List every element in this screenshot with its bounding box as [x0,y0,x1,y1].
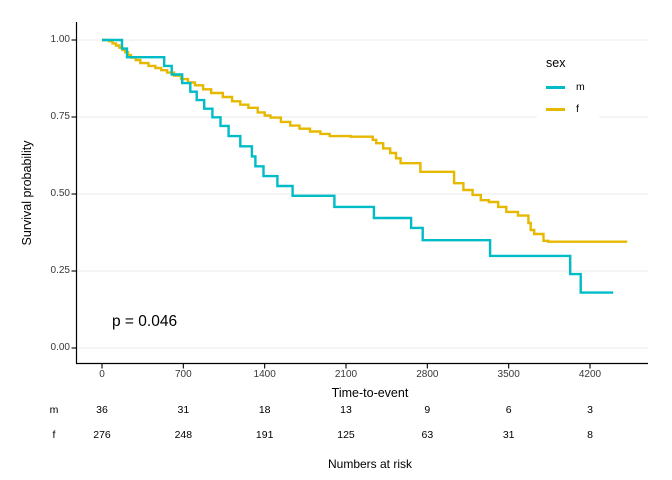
x-axis-title: Time-to-event [331,386,409,400]
risk-count-f-t3500: 31 [502,429,515,441]
legend-item-f: f [546,101,599,117]
risk-count-m-t0: 36 [96,404,108,416]
y-tick-label-1.00: 1.00 [50,34,70,45]
risk-count-m-t2800: 9 [424,404,431,416]
risk-table-caption: Numbers at risk [327,457,413,471]
legend-item-m: m [546,79,599,95]
risk-count-f-t2800: 63 [421,429,434,441]
risk-row-label-m: m [49,404,59,416]
x-tick-label-4200: 4200 [578,369,602,380]
x-tick-label-2800: 2800 [416,369,439,380]
risk-count-f-t700: 248 [174,429,193,441]
x-tick-label-0: 0 [99,369,105,380]
x-tick-label-2100: 2100 [334,369,358,380]
y-tick-label-0.75: 0.75 [50,111,70,122]
y-tick-label-0.00: 0.00 [50,342,70,353]
risk-count-m-t4200: 3 [587,404,593,416]
legend-title: sex [546,56,566,70]
x-tick-label-3500: 3500 [497,369,520,380]
risk-count-f-t4200: 8 [587,429,593,441]
risk-count-m-t3500: 6 [505,404,512,416]
risk-count-f-t1400: 191 [255,429,274,441]
risk-row-label-f: f [52,429,56,441]
legend: sex m f [537,50,599,124]
y-tick-label-0.25: 0.25 [50,265,70,276]
survival-curve-f [102,38,628,243]
legend-label-f: f [576,103,579,115]
risk-count-m-t2100: 13 [340,404,352,416]
risk-count-m-t1400: 18 [258,404,271,416]
x-tick-label-700: 700 [174,369,192,380]
risk-count-f-t2100: 125 [337,429,355,441]
y-tick-label-0.50: 0.50 [50,188,70,199]
legend-swatch-f-line [546,107,565,111]
x-tick-label-1400: 1400 [253,369,276,380]
risk-count-m-t700: 31 [177,404,190,416]
risk-count-f-t0: 276 [93,429,111,441]
survival-curve-m [102,38,614,294]
y-axis-title: Survival probability [20,140,34,246]
p-value-label: p = 0.046 [112,313,178,330]
legend-swatch-m-line [546,85,565,89]
legend-label-m: m [576,81,585,93]
